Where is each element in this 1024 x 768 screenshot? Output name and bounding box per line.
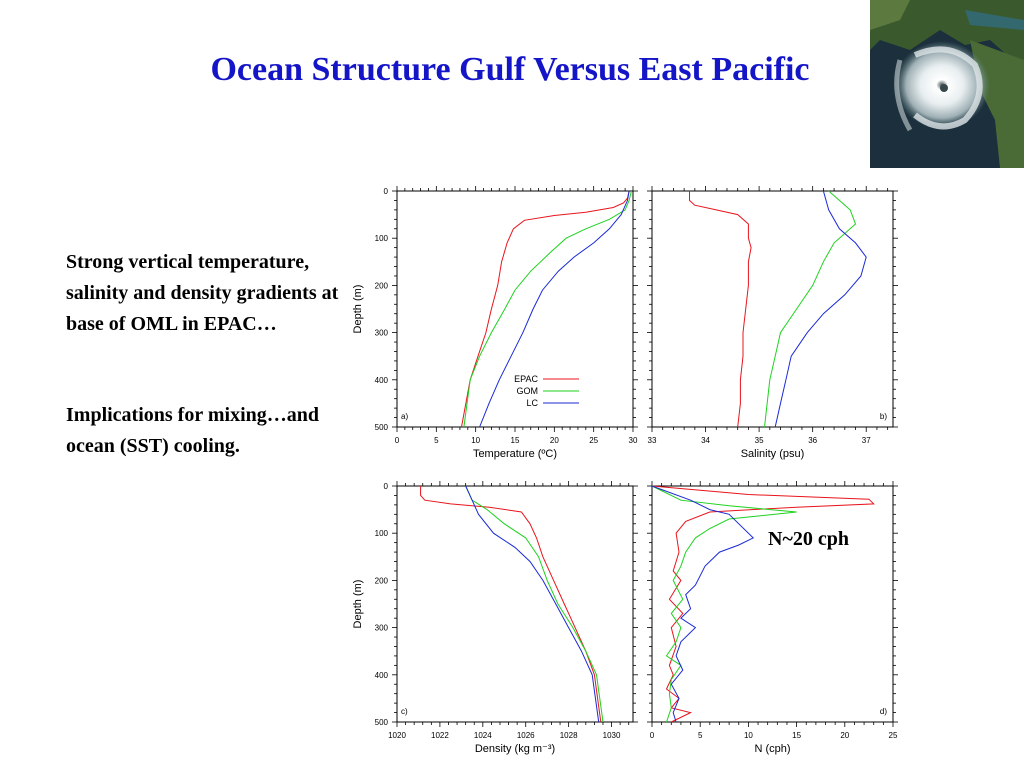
y-axis-label: Depth (m) <box>352 580 364 629</box>
legend-label: EPAC <box>514 374 538 384</box>
hurricane-satellite-image <box>870 0 1024 168</box>
y-tick-label: 400 <box>375 671 389 680</box>
panel-label: a) <box>401 412 408 421</box>
x-axis-label: Density (kg m⁻³) <box>475 743 555 755</box>
y-tick-label: 400 <box>375 376 389 385</box>
x-tick-label: 5 <box>434 436 439 445</box>
x-tick-label: 0 <box>650 731 655 740</box>
y-tick-label: 200 <box>375 281 389 290</box>
x-tick-label: 37 <box>862 436 871 445</box>
x-tick-label: 20 <box>550 436 559 445</box>
y-tick-label: 100 <box>375 234 389 243</box>
series-line-gom <box>651 485 797 723</box>
ocean-profiles-svg: 0 5 10 15 20 25 300100200300400500Temperature … <box>352 186 898 755</box>
series-line-gom <box>465 485 604 723</box>
ocean-profiles-figure: 0 5 10 15 20 25 30 0 100 200 300 400 500 Temperature … <box>345 180 900 760</box>
panel-c: 1020 1022 1024 1026 1028 1030 0 100 200 300 400 500… <box>352 481 638 755</box>
legend-label: GOM <box>517 386 539 396</box>
x-tick-label: 15 <box>792 731 801 740</box>
x-tick-label: 36 <box>808 436 817 445</box>
y-tick-label: 100 <box>375 529 389 538</box>
x-tick-label: 35 <box>755 436 764 445</box>
x-tick-label: 5 <box>698 731 703 740</box>
plot-frame <box>651 485 894 723</box>
panel-b: 33 34 35 36 37 Salinity (psu) b) <box>647 186 898 460</box>
annotation-n-cph: N~20 cph <box>768 528 849 550</box>
series-line-gom <box>764 190 857 428</box>
series-line-lc <box>651 485 755 723</box>
x-axis-label: N (cph) <box>754 743 790 755</box>
x-tick-label: 25 <box>889 731 898 740</box>
plot-frame <box>651 190 894 428</box>
series-line-lc <box>479 190 630 428</box>
bullet-text-implications: Implications for mixing…and ocean (SST) … <box>66 404 319 457</box>
y-axis-label: Depth (m) <box>352 285 364 334</box>
x-tick-label: 10 <box>471 436 480 445</box>
panel-a: 0 5 10 15 20 25 300100200300400500Temperature … <box>352 186 638 460</box>
series-line-epac <box>651 485 875 723</box>
x-tick-label: 25 <box>589 436 598 445</box>
series-line-lc <box>465 485 600 723</box>
x-tick-label: 1026 <box>517 731 535 740</box>
panel-d: 0 5 10 15 20 25 N (cph) d) <box>647 481 898 755</box>
panel-label: c) <box>401 707 408 716</box>
y-tick-label: 500 <box>375 423 389 432</box>
x-tick-label: 33 <box>648 436 657 445</box>
x-tick-label: 1020 <box>388 731 406 740</box>
x-tick-label: 1028 <box>560 731 578 740</box>
x-tick-label: 20 <box>840 731 849 740</box>
x-tick-label: 30 <box>629 436 638 445</box>
y-tick-label: 300 <box>375 624 389 633</box>
series-line-gom <box>463 190 632 428</box>
x-tick-label: 1022 <box>431 731 449 740</box>
x-tick-label: 15 <box>511 436 520 445</box>
x-tick-label: 1024 <box>474 731 492 740</box>
series-line-epac <box>461 190 630 428</box>
x-axis-label: Salinity (psu) <box>741 448 805 460</box>
x-axis-label: Temperature (ºC) <box>473 448 557 460</box>
series-line-epac <box>689 191 752 428</box>
legend-label: LC <box>526 398 538 408</box>
bullet-text-gradients: Strong vertical temperature, salinity an… <box>66 251 339 335</box>
series-line-epac <box>420 486 602 723</box>
y-tick-label: 0 <box>384 482 389 491</box>
x-tick-label: 0 <box>395 436 400 445</box>
y-tick-label: 500 <box>375 718 389 727</box>
x-tick-label: 34 <box>701 436 710 445</box>
y-tick-label: 200 <box>375 576 389 585</box>
panel-label: b) <box>880 412 887 421</box>
panel-label: d) <box>880 707 887 716</box>
x-tick-label: 1030 <box>603 731 621 740</box>
plot-frame <box>396 485 634 723</box>
slide-title: Ocean Structure Gulf Versus East Pacific <box>210 51 810 88</box>
plot-frame <box>396 190 634 428</box>
x-tick-label: 10 <box>744 731 753 740</box>
y-tick-label: 0 <box>384 187 389 196</box>
y-tick-label: 300 <box>375 329 389 338</box>
series-line-lc <box>774 190 867 428</box>
